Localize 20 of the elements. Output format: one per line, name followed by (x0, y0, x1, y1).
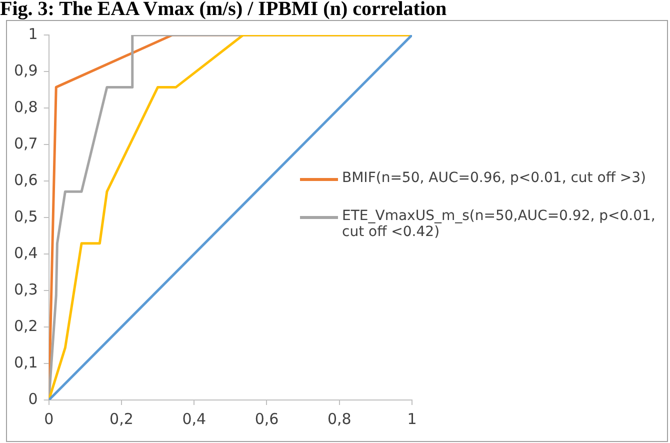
x-tick-label: 0,2 (110, 410, 134, 428)
x-tick-label: 0,4 (182, 410, 206, 428)
x-tick-label: 0,8 (327, 410, 352, 428)
legend-label: BMIF(n=50, AUC=0.96, p<0.01, cut off >3) (342, 170, 646, 186)
y-tick-label: 0,8 (14, 98, 38, 116)
y-tick-label: 0,3 (14, 280, 38, 298)
x-tick-label: 0 (44, 410, 54, 428)
chart-title: Fig. 3: The EAA Vmax (m/s) / IPBMI (n) correlation (0, 0, 447, 21)
y-tick-label: 0,9 (14, 61, 38, 80)
y-tick-label: 0,5 (14, 207, 38, 226)
y-tick-label: 0,7 (14, 134, 38, 152)
y-tick-label: 0 (28, 390, 38, 408)
y-tick-label: 0,1 (14, 353, 38, 372)
y-tick-label: 0,2 (14, 316, 38, 335)
legend-label: ETE_VmaxUS_m_s(n=50,AUC=0.92, p<0.01, cut off <0.42) (342, 208, 656, 240)
y-tick-label: 0,6 (14, 170, 38, 189)
x-tick-label: 1 (407, 410, 417, 428)
x-tick-label: 0,6 (254, 410, 279, 428)
y-tick-label: 1 (28, 24, 38, 43)
y-tick-label: 0,4 (14, 244, 38, 262)
